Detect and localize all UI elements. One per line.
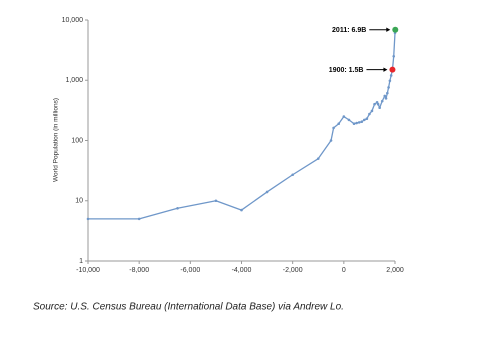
x-tick-label: -4,000 <box>232 267 252 274</box>
source-note: Source: U.S. Census Bureau (Internationa… <box>33 302 344 313</box>
annotation-label: 2011: 6.9B <box>332 27 366 34</box>
data-point <box>388 79 392 83</box>
x-tick-label: 0 <box>342 267 346 274</box>
data-point <box>368 112 371 116</box>
data-point <box>240 208 243 212</box>
data-point <box>86 217 90 221</box>
data-point <box>265 190 269 194</box>
data-point <box>342 115 346 118</box>
data-point <box>380 99 384 103</box>
annotation-arrowhead <box>383 67 388 72</box>
data-point <box>365 117 369 121</box>
data-point <box>329 139 333 142</box>
data-point <box>352 122 356 126</box>
x-tick-label: -6,000 <box>180 267 200 274</box>
y-tick-label: 10 <box>75 198 83 205</box>
data-point <box>376 102 380 106</box>
y-axis-label: World Population (in millions) <box>53 98 60 182</box>
data-point <box>392 54 396 58</box>
annotation-arrowhead <box>386 27 391 32</box>
highlight-point <box>389 66 396 73</box>
data-point <box>383 94 387 98</box>
data-point <box>389 74 393 77</box>
data-point <box>363 118 366 122</box>
x-tick-label: -10,000 <box>76 267 100 274</box>
data-point <box>214 199 218 203</box>
data-point <box>316 157 320 160</box>
annotation-label: 1900: 1.5B <box>329 67 364 74</box>
data-point <box>347 118 351 122</box>
y-tick-label: 1,000 <box>65 77 83 84</box>
data-point <box>357 121 361 124</box>
highlight-point <box>392 26 399 33</box>
data-point <box>386 91 389 95</box>
data-point <box>291 173 294 177</box>
y-tick-label: 10,000 <box>62 17 84 24</box>
data-point <box>355 121 358 125</box>
data-point <box>378 106 381 110</box>
data-point <box>373 102 376 106</box>
x-tick-label: 2,000 <box>386 267 404 274</box>
data-point <box>370 109 374 113</box>
data-point <box>384 97 388 100</box>
data-point <box>360 120 364 124</box>
data-point <box>387 86 390 89</box>
x-tick-label: -8,000 <box>129 267 149 274</box>
y-tick-label: 100 <box>71 137 83 144</box>
data-point <box>332 126 335 130</box>
series-line <box>88 29 396 220</box>
data-point <box>337 122 341 126</box>
data-point <box>176 206 179 210</box>
data-point <box>137 217 141 221</box>
y-tick-label: 1 <box>79 258 83 265</box>
x-tick-label: -2,000 <box>283 267 303 274</box>
